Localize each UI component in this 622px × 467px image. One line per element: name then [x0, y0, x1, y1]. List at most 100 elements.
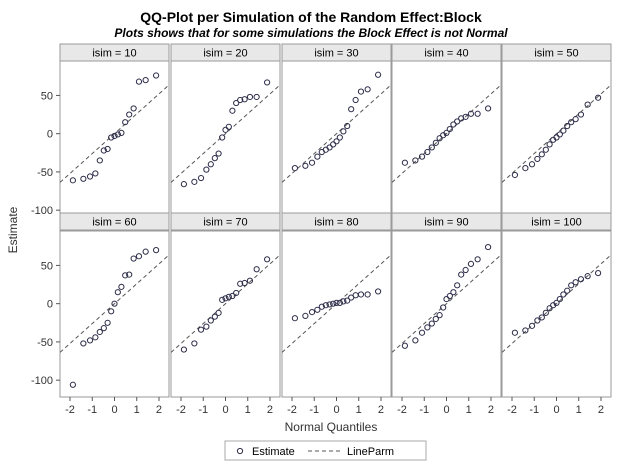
estimate-point	[203, 323, 210, 330]
estimate-point	[542, 309, 549, 316]
estimate-point	[118, 283, 125, 290]
lineparm-line	[60, 254, 169, 353]
estimate-point	[263, 256, 271, 263]
estimate-point	[556, 295, 563, 303]
estimate-point	[462, 266, 469, 274]
estimate-point	[308, 159, 316, 166]
estimate-point	[538, 151, 545, 158]
x-tick-label: 2	[598, 404, 604, 416]
estimate-point	[458, 271, 465, 278]
estimate-point	[564, 287, 571, 294]
estimate-point	[86, 337, 94, 344]
lineparm-line	[392, 254, 501, 353]
estimate-point	[197, 326, 205, 333]
estimate-point	[291, 164, 299, 172]
panel-frame	[391, 230, 502, 398]
lineparm-line	[171, 84, 280, 183]
estimate-point	[560, 291, 567, 298]
estimate-point	[207, 317, 214, 324]
legend-estimate-marker	[236, 447, 244, 455]
estimate-point	[528, 161, 536, 168]
estimate-point	[108, 134, 115, 141]
lineparm-line	[392, 84, 501, 183]
x-tick-label: 2	[378, 404, 384, 416]
x-tick-label: 2	[267, 404, 273, 416]
panel-frame	[501, 230, 612, 398]
x-tick-label: 0	[443, 404, 449, 416]
estimate-point	[440, 304, 447, 311]
estimate-point	[126, 111, 133, 118]
estimate-point	[474, 110, 481, 117]
estimate-point	[333, 138, 340, 145]
estimate-point	[215, 150, 222, 157]
estimate-point	[401, 342, 409, 349]
estimate-point	[86, 173, 94, 180]
x-tick-label: 1	[466, 404, 472, 416]
x-tick-label: 1	[356, 404, 362, 416]
estimate-point	[291, 315, 299, 322]
estimate-point	[222, 126, 229, 133]
estimate-point	[374, 288, 382, 295]
estimate-point	[443, 295, 450, 303]
estimate-point	[462, 113, 469, 120]
x-tick-label: -2	[397, 404, 407, 416]
estimate-point	[111, 132, 118, 140]
estimate-point	[180, 346, 188, 353]
estimate-point	[222, 295, 229, 302]
panel-strip	[170, 212, 281, 231]
estimate-point	[522, 327, 529, 334]
estimate-point	[364, 291, 371, 298]
estimate-point	[443, 129, 450, 137]
estimate-point	[564, 122, 571, 130]
estimate-point	[253, 266, 260, 273]
x-tick-label: -2	[507, 404, 517, 416]
y-tick-label: -100	[31, 375, 53, 387]
estimate-point	[118, 129, 125, 137]
estimate-point	[418, 153, 426, 160]
estimate-point	[553, 299, 560, 307]
panel-frame	[391, 60, 502, 228]
x-tick-label: 2	[488, 404, 494, 416]
estimate-point	[207, 161, 214, 168]
estimate-point	[203, 166, 210, 173]
estimate-point	[211, 313, 218, 320]
estimate-point	[522, 164, 529, 172]
estimate-point	[191, 178, 198, 185]
panel-frame	[59, 60, 170, 228]
estimate-point	[538, 314, 545, 321]
x-tick-label: 0	[111, 404, 117, 416]
estimate-point	[142, 248, 149, 255]
estimate-point	[357, 291, 365, 298]
y-tick-label: -50	[37, 337, 53, 349]
y-tick-label: 50	[41, 260, 53, 272]
estimate-point	[428, 144, 435, 151]
y-axis-label: Estimate	[6, 206, 20, 253]
estimate-point	[348, 106, 355, 113]
lineparm-line	[282, 254, 391, 353]
estimate-point	[594, 94, 602, 101]
estimate-point	[412, 337, 419, 344]
estimate-point	[100, 147, 107, 154]
estimate-point	[454, 118, 461, 125]
estimate-point	[130, 255, 137, 262]
estimate-point	[340, 298, 347, 305]
panel-strip-label: isim = 10	[92, 48, 136, 60]
estimate-point	[572, 279, 579, 286]
estimate-point	[114, 131, 121, 138]
y-tick-label: -100	[31, 205, 53, 217]
estimate-point	[92, 170, 99, 177]
y-tick-label: 0	[47, 299, 53, 311]
estimate-point	[225, 123, 232, 130]
panel-strip	[281, 212, 392, 231]
x-tick-label: 1	[134, 404, 140, 416]
estimate-point	[436, 135, 443, 142]
x-tick-label: -2	[176, 404, 186, 416]
estimate-point	[428, 320, 435, 327]
estimate-point	[336, 134, 343, 141]
lineparm-line	[282, 84, 391, 183]
estimate-point	[436, 312, 443, 319]
estimate-point	[450, 121, 457, 128]
chart-title: QQ-Plot per Simulation of the Random Eff…	[140, 9, 482, 25]
estimate-point	[546, 141, 553, 148]
estimate-point	[584, 273, 591, 280]
